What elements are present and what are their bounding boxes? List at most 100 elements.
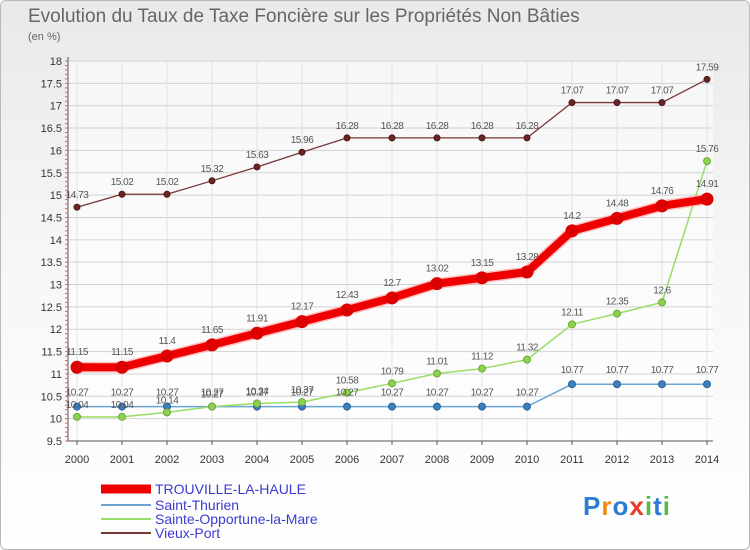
data-point bbox=[478, 402, 486, 411]
data-label: 10.58 bbox=[336, 376, 359, 387]
data-point bbox=[658, 99, 666, 107]
data-point bbox=[208, 177, 216, 185]
data-label: 10.04 bbox=[111, 400, 134, 411]
data-label: 15.63 bbox=[246, 150, 269, 161]
data-label: 10.27 bbox=[516, 388, 539, 399]
data-label: 15.02 bbox=[111, 177, 134, 188]
data-label: 10.27 bbox=[201, 390, 224, 401]
y-tick-label: 12.5 bbox=[41, 302, 62, 314]
logo-letter: i bbox=[662, 491, 671, 521]
data-point bbox=[160, 349, 174, 363]
data-point bbox=[295, 315, 309, 329]
logo-letter: P bbox=[583, 491, 602, 521]
data-label: 14.91 bbox=[696, 179, 719, 190]
data-label: 16.28 bbox=[381, 121, 404, 132]
data-label: 10.27 bbox=[246, 388, 269, 399]
data-point bbox=[433, 402, 441, 411]
data-label: 17.07 bbox=[651, 86, 674, 97]
x-tick-label: 2006 bbox=[335, 454, 359, 466]
data-point bbox=[73, 402, 81, 411]
data-label: 13.28 bbox=[516, 252, 539, 263]
logo-letter: t bbox=[653, 491, 663, 521]
data-point bbox=[388, 379, 396, 388]
data-point bbox=[118, 190, 126, 198]
y-tick-label: 10 bbox=[50, 414, 62, 426]
data-label: 10.37 bbox=[291, 385, 314, 396]
data-point bbox=[478, 364, 486, 373]
data-point bbox=[70, 360, 84, 374]
data-label: 15.76 bbox=[696, 144, 719, 155]
data-point bbox=[253, 163, 261, 171]
data-label: 12.35 bbox=[606, 297, 629, 308]
y-tick-label: 15 bbox=[50, 190, 62, 202]
data-label: 13.02 bbox=[426, 264, 449, 275]
data-point bbox=[343, 402, 351, 411]
data-point bbox=[298, 398, 306, 407]
data-label: 14.48 bbox=[606, 198, 629, 209]
x-tick-label: 2011 bbox=[560, 454, 584, 466]
data-label: 15.32 bbox=[201, 164, 224, 175]
data-label: 10.14 bbox=[156, 395, 179, 406]
data-label: 10.27 bbox=[111, 388, 134, 399]
data-label: 16.28 bbox=[426, 121, 449, 132]
y-tick-label: 16.5 bbox=[41, 123, 62, 135]
data-point bbox=[658, 380, 666, 389]
data-point bbox=[613, 99, 621, 107]
data-label: 10.77 bbox=[606, 365, 629, 376]
data-point bbox=[700, 192, 714, 206]
data-label: 14.73 bbox=[66, 190, 89, 201]
y-tick-label: 17.5 bbox=[41, 78, 62, 90]
data-point bbox=[478, 134, 486, 142]
y-tick-label: 14 bbox=[50, 235, 62, 247]
data-point bbox=[475, 271, 489, 285]
data-point bbox=[163, 408, 171, 417]
x-tick-label: 2014 bbox=[695, 454, 719, 466]
x-tick-label: 2003 bbox=[200, 454, 224, 466]
data-point bbox=[253, 399, 261, 408]
data-label: 12.17 bbox=[291, 302, 314, 313]
y-tick-label: 10.5 bbox=[41, 391, 62, 403]
data-point bbox=[520, 265, 534, 279]
data-point bbox=[73, 412, 81, 421]
data-label: 12.7 bbox=[383, 278, 401, 289]
data-label: 14.76 bbox=[651, 186, 674, 197]
data-label: 11.32 bbox=[516, 343, 539, 354]
data-point bbox=[658, 298, 666, 307]
data-point bbox=[610, 211, 624, 225]
y-tick-label: 11 bbox=[51, 369, 62, 381]
data-label: 10.77 bbox=[696, 365, 719, 376]
logo-letter: i bbox=[644, 491, 654, 521]
x-tick-label: 2008 bbox=[425, 454, 449, 466]
legend-label: Sainte-Opportune-la-Mare bbox=[155, 511, 318, 527]
data-point bbox=[205, 338, 219, 352]
y-tick-label: 17 bbox=[50, 101, 62, 113]
x-tick-label: 2007 bbox=[380, 454, 404, 466]
y-tick-label: 18 bbox=[50, 56, 62, 68]
x-tick-label: 2000 bbox=[65, 454, 89, 466]
data-point bbox=[115, 360, 129, 374]
data-label: 10.27 bbox=[426, 388, 449, 399]
data-label: 10.27 bbox=[381, 388, 404, 399]
data-label: 10.34 bbox=[246, 386, 269, 397]
y-tick-label: 16 bbox=[50, 145, 62, 157]
data-point bbox=[523, 134, 531, 142]
data-label: 10.27 bbox=[156, 388, 179, 399]
data-label: 11.15 bbox=[66, 347, 89, 358]
data-point bbox=[523, 402, 531, 411]
data-label: 14.2 bbox=[563, 211, 581, 222]
data-label: 10.04 bbox=[66, 400, 89, 411]
x-tick-label: 2009 bbox=[470, 454, 494, 466]
logo-letter: r bbox=[601, 491, 613, 521]
data-point bbox=[703, 75, 711, 83]
y-tick-label: 11.5 bbox=[41, 347, 62, 359]
data-label: 13.15 bbox=[471, 258, 494, 269]
x-tick-label: 2013 bbox=[650, 454, 674, 466]
data-point bbox=[433, 134, 441, 142]
data-point bbox=[565, 224, 579, 238]
data-label: 10.27 bbox=[201, 388, 224, 399]
data-point bbox=[343, 134, 351, 142]
data-point bbox=[250, 326, 264, 340]
data-label: 17.59 bbox=[696, 62, 719, 73]
